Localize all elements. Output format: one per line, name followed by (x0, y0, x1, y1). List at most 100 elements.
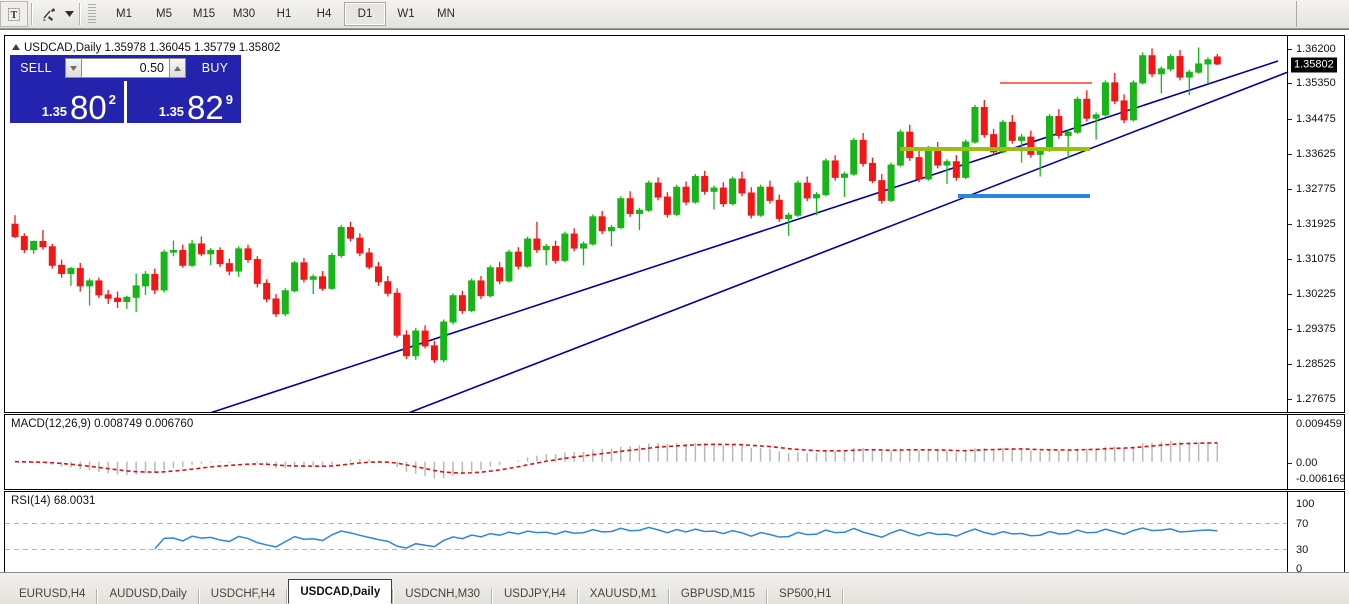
candle-body (39, 240, 47, 248)
toolbar-drag-handle[interactable] (88, 4, 96, 24)
timeframe-m15[interactable]: M15 (192, 8, 216, 20)
sell-price-fraction: 2 (108, 91, 116, 107)
candle-body (430, 345, 438, 361)
timeframe-m30[interactable]: M30 (232, 8, 256, 20)
chart-tab-usdcad-daily[interactable]: USDCAD,Daily (288, 579, 393, 604)
candle-body (915, 157, 923, 180)
chart-tab-eurusd-h4[interactable]: EURUSD,H4 (19, 587, 86, 600)
chart-tab-usdchf-h4[interactable]: USDCHF,H4 (210, 587, 276, 600)
candle-body (645, 182, 653, 211)
candle-body (76, 268, 84, 287)
volume-increase-button[interactable] (169, 58, 186, 78)
objects-crosshair-icon[interactable] (36, 2, 62, 26)
channel-lower-line (408, 71, 1289, 412)
candle-body (253, 259, 261, 284)
candle-body (906, 131, 914, 159)
chevron-down-icon[interactable] (62, 2, 76, 26)
candle-body (11, 223, 19, 238)
price-tick (1288, 294, 1292, 296)
rsi-pane-canvas[interactable] (5, 492, 1344, 577)
candle-body (1111, 82, 1119, 102)
candle-body (281, 290, 289, 315)
octp-price-row: 1.35 80 2 1.35 82 9 (10, 81, 241, 124)
price-tick (1288, 189, 1292, 191)
candle-body (589, 216, 597, 245)
chart-tab-audusd-daily[interactable]: AUDUSD,Daily (109, 587, 187, 600)
volume-decrease-button[interactable] (65, 58, 82, 78)
price-tick-label: 1.31075 (1296, 253, 1336, 266)
candle-body (999, 121, 1007, 153)
tab-separator (491, 589, 493, 604)
timeframe-d1[interactable]: D1 (344, 2, 386, 26)
timeframe-m1[interactable]: M1 (116, 8, 132, 20)
rsi-tick-label: 30 (1296, 543, 1309, 556)
buy-price-fraction: 9 (225, 91, 233, 107)
price-tick-label: 1.33625 (1296, 148, 1336, 161)
toolbar-separator-1 (31, 3, 33, 25)
candle-body (775, 199, 783, 219)
buy-button[interactable]: BUY (189, 55, 241, 81)
chart-window: 1.36200 1.35350 1.34475 1.33625 1.32775 1.319… (0, 29, 1349, 592)
timeframe-w1[interactable]: W1 (397, 8, 415, 20)
candle-body (533, 238, 541, 251)
candle-body (48, 246, 56, 266)
main-toolbar: T M1 M5 M15 M30 H1 H4 D1 W1 MN (0, 0, 1349, 29)
price-tick-label: 1.27675 (1296, 392, 1336, 405)
candle-body (104, 294, 112, 299)
candle-body (179, 250, 187, 266)
tab-separator (286, 589, 289, 604)
tab-separator (842, 589, 845, 604)
buy-price-box[interactable]: 1.35 82 9 (127, 81, 241, 124)
one-click-trading-panel[interactable]: SELL 0.50 BUY 1.35 (10, 55, 241, 124)
candle-body (319, 276, 327, 289)
current-price-label: 1.35802 (1291, 57, 1337, 73)
collapse-triangle-icon[interactable] (12, 44, 20, 50)
price-tick (1288, 363, 1292, 365)
candle-body (598, 216, 606, 232)
macd-pane[interactable]: 0.009459 0.00 -0.006169 MACD(12,26,9) 0.00… (4, 414, 1346, 490)
candle-body (374, 266, 382, 283)
tab-separator (766, 589, 769, 604)
price-pane-canvas[interactable] (5, 36, 1344, 412)
price-tick (1288, 224, 1292, 226)
text-tool-icon[interactable]: T (0, 1, 28, 27)
horizontal-levels (900, 82, 1092, 198)
price-scale[interactable]: 1.36200 1.35350 1.34475 1.33625 1.32775 1.319… (1288, 36, 1344, 412)
candle-body (766, 186, 774, 201)
price-tick-label: 1.36200 (1296, 42, 1336, 55)
candle-body (990, 134, 998, 153)
candle-body (20, 236, 28, 251)
timeframe-m5[interactable]: M5 (156, 8, 172, 20)
price-pane[interactable]: 1.36200 1.35350 1.34475 1.33625 1.32775 1.319… (4, 35, 1345, 413)
candle-body (188, 243, 196, 266)
volume-input[interactable]: 0.50 (82, 58, 169, 78)
chart-tab-usdjpy-h4[interactable]: USDJPY,H4 (504, 587, 566, 600)
timeframe-h1[interactable]: H1 (276, 8, 292, 20)
candle-body (924, 148, 932, 180)
candle-body (617, 198, 625, 228)
timeframe-h4[interactable]: H4 (316, 8, 332, 20)
candle-body (95, 280, 103, 296)
candle-body (1008, 121, 1016, 141)
timeframe-mn[interactable]: MN (437, 8, 455, 20)
candle-body (663, 196, 671, 215)
chart-tab-usdcnh-m30[interactable]: USDCNH,M30 (405, 587, 480, 600)
rsi-pane[interactable]: 100 70 30 0 RSI(14) 68.0031 (4, 491, 1345, 578)
candle-body (347, 226, 355, 239)
chart-tab-sp500-h1[interactable]: SP500,H1 (779, 587, 832, 600)
rsi-levels (5, 523, 1290, 550)
candle-body (943, 161, 951, 166)
volume-stepper[interactable]: 0.50 (62, 55, 189, 81)
macd-pane-canvas[interactable] (5, 415, 1344, 489)
macd-signal-line (14, 442, 1218, 474)
candle-body (468, 280, 476, 312)
candle-body (840, 173, 848, 178)
tab-separator (197, 589, 200, 604)
chart-tab-xauusd-m1[interactable]: XAUUSD,M1 (589, 587, 657, 600)
sell-button[interactable]: SELL (10, 55, 62, 81)
chart-tab-gbpusd-m15[interactable]: GBPUSD,M15 (680, 587, 756, 600)
candle-body (570, 233, 578, 249)
candle-body (67, 268, 75, 275)
candle-body (626, 198, 634, 215)
sell-price-box[interactable]: 1.35 80 2 (10, 81, 124, 124)
